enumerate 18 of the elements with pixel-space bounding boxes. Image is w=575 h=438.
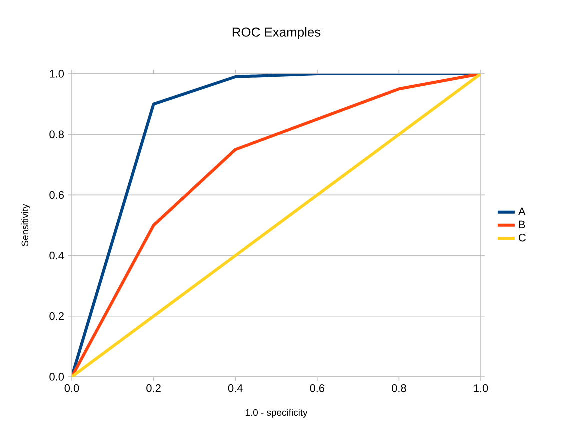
x-tick-label: 0.6 bbox=[310, 384, 325, 392]
y-tick-label: 0.4 bbox=[50, 252, 64, 260]
x-tick-label: 0.2 bbox=[146, 384, 161, 392]
chart-title: ROC Examples bbox=[232, 27, 321, 40]
x-tick-label: 0.4 bbox=[228, 384, 243, 392]
x-tick-label: 0.8 bbox=[392, 384, 406, 392]
x-axis-title: 1.0 - specificity bbox=[246, 409, 308, 418]
y-tick-label: 0.0 bbox=[50, 373, 64, 381]
legend-label: A bbox=[518, 208, 526, 216]
y-tick-label: 0.8 bbox=[50, 130, 64, 138]
y-tick-label: 1.0 bbox=[50, 70, 64, 78]
y-tick-label: 0.6 bbox=[50, 191, 64, 200]
y-axis-title: Sensitivity bbox=[22, 204, 30, 246]
x-tick-label: 1.0 bbox=[474, 384, 488, 392]
legend-label: C bbox=[519, 234, 526, 242]
legend-label: B bbox=[519, 220, 526, 228]
y-tick-label: 0.2 bbox=[50, 312, 64, 320]
x-tick-label: 0.0 bbox=[64, 384, 80, 392]
